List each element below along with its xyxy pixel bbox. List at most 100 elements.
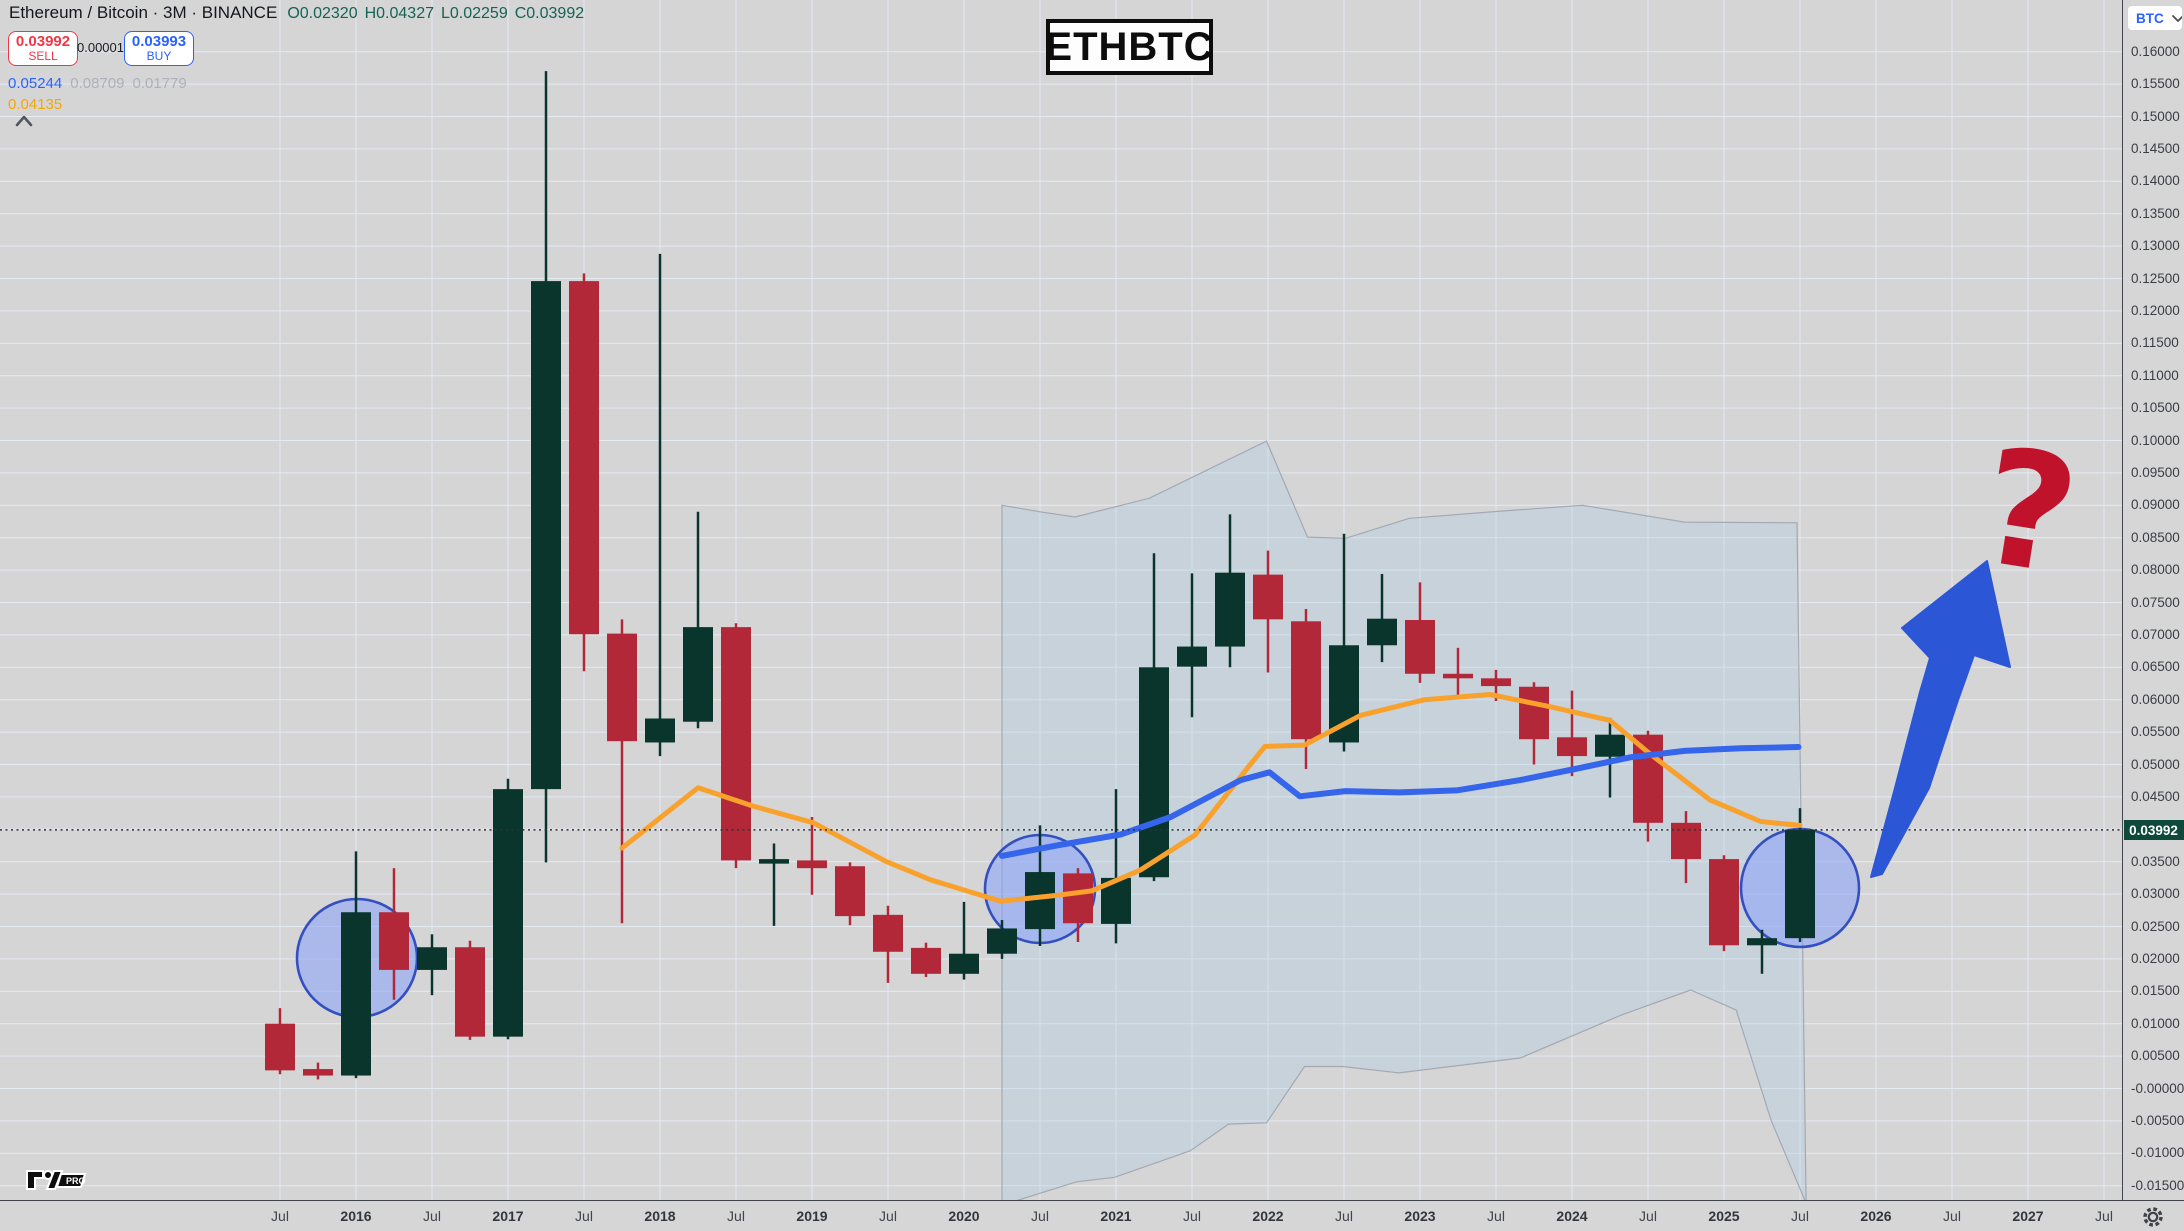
candle-body xyxy=(911,947,941,974)
symbol-watermark-text: ETHBTC xyxy=(1045,24,1214,69)
price-axis-label: 0.02000 xyxy=(2131,950,2180,966)
candle-body xyxy=(645,718,675,743)
price-axis-label: 0.01000 xyxy=(2131,1015,2180,1031)
candle-body xyxy=(1063,873,1093,924)
candle-body xyxy=(1291,621,1321,740)
candle-body xyxy=(1405,619,1435,674)
currency-dropdown[interactable]: BTC xyxy=(2128,6,2182,30)
time-axis-label: Jul xyxy=(1943,1208,1961,1224)
time-axis-label: Jul xyxy=(727,1208,745,1224)
candle-body xyxy=(265,1023,295,1071)
ohlc-values: O0.02320 H0.04327 L0.02259 C0.03992 xyxy=(287,5,591,22)
up-arrow-annotation[interactable] xyxy=(1870,560,2011,878)
price-axis-label: 0.06000 xyxy=(2131,691,2180,707)
price-axis-label: 0.01500 xyxy=(2131,983,2180,999)
gear-icon[interactable] xyxy=(2140,1204,2166,1230)
candle-body xyxy=(1709,859,1739,946)
time-axis-label: 2022 xyxy=(1252,1208,1284,1224)
time-axis-label: 2016 xyxy=(340,1208,372,1224)
price-axis-label: 0.07500 xyxy=(2131,594,2180,610)
price-axis-label: 0.09500 xyxy=(2131,464,2180,480)
time-axis-label: Jul xyxy=(879,1208,897,1224)
projection-band[interactable] xyxy=(1001,440,1807,1205)
spread-value: 0.00001 xyxy=(77,40,124,55)
candle-body xyxy=(1633,734,1663,823)
price-axis-label: 0.04500 xyxy=(2131,788,2180,804)
candle-body xyxy=(531,281,561,790)
price-axis-label: -0.00500 xyxy=(2131,1112,2184,1128)
candle-body xyxy=(1785,829,1815,939)
price-axis-label: 0.11000 xyxy=(2131,367,2179,383)
indicator-value-main: 0.05244 xyxy=(8,75,63,92)
ma-slow-line[interactable] xyxy=(999,744,1802,859)
price-axis-label: 0.15000 xyxy=(2131,108,2180,124)
price-axis-label: 0.12000 xyxy=(2131,302,2180,318)
current-price-tag: 0.03992 xyxy=(2123,820,2184,840)
indicator-value-low: 0.01779 xyxy=(132,75,187,92)
ohlc-low: L0.02259 xyxy=(440,5,508,22)
candle-body xyxy=(303,1069,333,1076)
candle-body xyxy=(607,633,637,742)
time-axis-label: 2019 xyxy=(796,1208,828,1224)
candle-body xyxy=(341,912,371,1076)
price-axis-label: -0.01000 xyxy=(2131,1145,2184,1161)
time-axis-label: 2020 xyxy=(948,1208,980,1224)
buy-label: BUY xyxy=(146,49,172,64)
tradingview-logo[interactable]: PRO xyxy=(25,1168,89,1192)
price-axis-label: 0.14000 xyxy=(2131,173,2180,189)
price-axis-label: 0.00500 xyxy=(2131,1048,2180,1064)
time-axis-label: 2018 xyxy=(644,1208,676,1224)
buy-button[interactable]: 0.03993 BUY xyxy=(124,31,194,66)
candle-body xyxy=(455,947,485,1037)
chevron-down-icon xyxy=(2171,15,2182,22)
time-axis-label: Jul xyxy=(271,1208,289,1224)
price-axis-label: 0.07000 xyxy=(2131,626,2180,642)
candle-body xyxy=(569,281,599,635)
time-axis-label: 2025 xyxy=(1708,1208,1740,1224)
candle-body xyxy=(721,627,751,861)
time-axis-label: 2024 xyxy=(1556,1208,1588,1224)
price-axis-label: 0.10000 xyxy=(2131,432,2180,448)
time-axis[interactable]: Jul 2016 Jul 2017 Jul 2018 Jul 2019 Jul 2020 Jul 20… xyxy=(0,1200,2184,1231)
ma-value: 0.04135 xyxy=(8,96,63,113)
ohlc-high: H0.04327 xyxy=(364,5,434,22)
candle-body xyxy=(987,928,1017,954)
time-axis-label: 2026 xyxy=(1860,1208,1892,1224)
question-mark-annotation[interactable]: ? xyxy=(1968,411,2090,612)
time-axis-label: 2023 xyxy=(1404,1208,1436,1224)
candle-body xyxy=(949,953,979,974)
price-axis-label: 0.11500 xyxy=(2131,335,2179,351)
price-axis-label: -0.01500 xyxy=(2131,1177,2184,1193)
price-axis-label: 0.15500 xyxy=(2131,76,2180,92)
candle-body xyxy=(379,912,409,970)
time-axis-label: Jul xyxy=(1487,1208,1505,1224)
price-axis-label: 0.13000 xyxy=(2131,238,2180,254)
chevron-up-icon[interactable] xyxy=(13,113,35,129)
time-axis-label: 2027 xyxy=(2012,1208,2044,1224)
pro-badge xyxy=(55,1173,87,1188)
time-axis-label: Jul xyxy=(1031,1208,1049,1224)
price-axis-label: 0.13500 xyxy=(2131,205,2180,221)
candle-body xyxy=(835,866,865,917)
buy-price: 0.03993 xyxy=(131,33,187,51)
price-axis-label: 0.10500 xyxy=(2131,400,2180,416)
price-axis-label: 0.12500 xyxy=(2131,270,2180,286)
candle-body xyxy=(1443,673,1473,679)
ma-fast-line[interactable] xyxy=(619,692,1803,904)
candle-body xyxy=(1595,734,1625,757)
symbol-title[interactable]: Ethereum / Bitcoin · 3M · BINANCE xyxy=(9,3,278,22)
price-axis-label: 0.08000 xyxy=(2131,562,2180,578)
candle-body xyxy=(1747,938,1777,946)
sell-button[interactable]: 0.03992 SELL xyxy=(8,31,78,66)
plot-area xyxy=(0,0,2122,1205)
price-axis[interactable]: 0.16000 0.15500 0.15000 0.14500 0.14000 0.135… xyxy=(2122,0,2184,1230)
time-axis-label: Jul xyxy=(1183,1208,1201,1224)
time-axis-label: Jul xyxy=(1335,1208,1353,1224)
time-axis-label: Jul xyxy=(575,1208,593,1224)
ohlc-open: O0.02320 xyxy=(287,5,358,22)
candle-body xyxy=(1557,737,1587,757)
price-axis-label: 0.16000 xyxy=(2131,43,2180,59)
ohlc-close: C0.03992 xyxy=(514,5,585,22)
price-axis-label: 0.05000 xyxy=(2131,756,2180,772)
